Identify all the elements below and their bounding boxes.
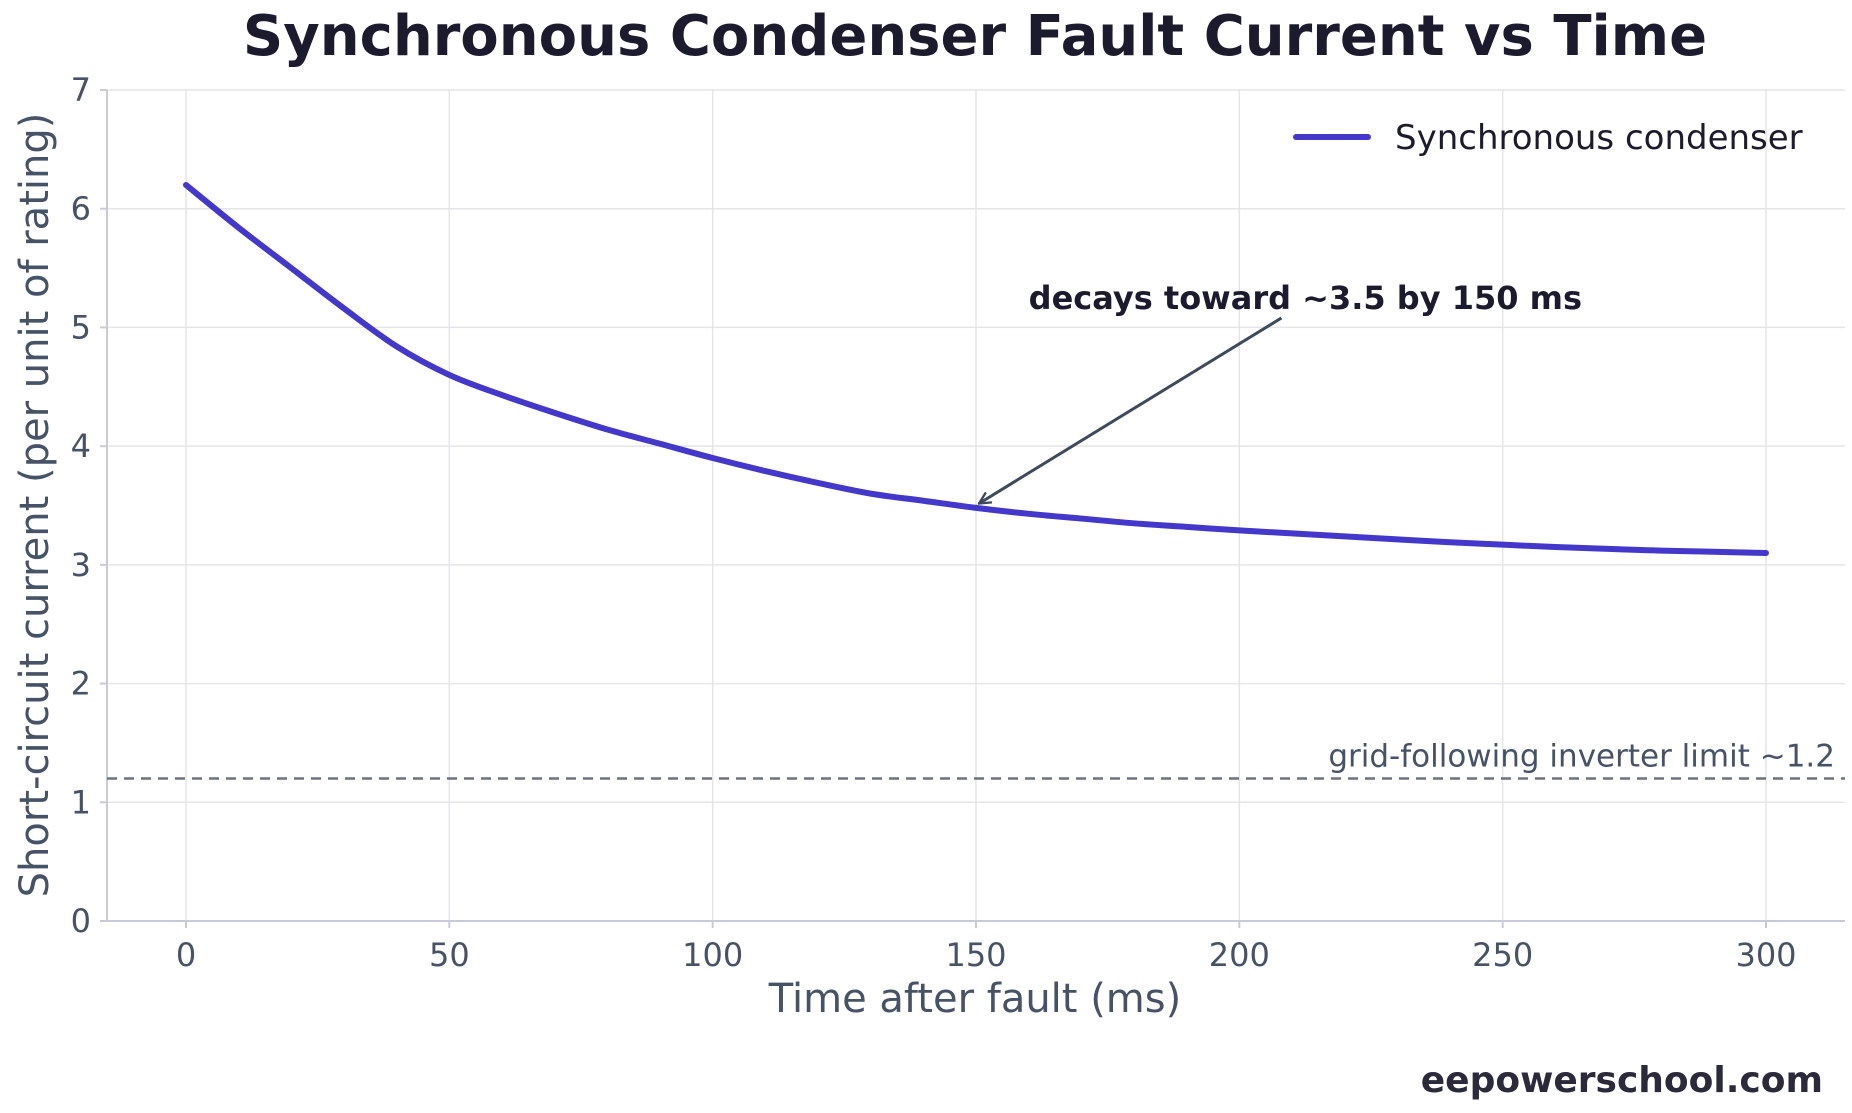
y-axis-label: Short-circuit current (per unit of ratin… xyxy=(12,113,58,898)
annotation-arrow xyxy=(979,316,1283,504)
x-tick-label: 250 xyxy=(1472,936,1533,974)
x-tick-label: 100 xyxy=(682,936,743,974)
y-tick-label: 6 xyxy=(71,190,91,228)
x-axis-label: Time after fault (ms) xyxy=(768,976,1181,1022)
y-tick-label: 2 xyxy=(71,665,91,703)
grid xyxy=(107,89,1845,922)
y-tick-label: 5 xyxy=(71,308,91,346)
legend-label: Synchronous condenser xyxy=(1395,118,1803,158)
x-tick-label: 200 xyxy=(1209,936,1270,974)
y-ticks: 0 1 2 3 4 5 6 7 xyxy=(71,71,107,940)
series-line-synchronous-condenser xyxy=(183,181,1769,556)
reference-line-label: grid-following inverter limit ~1.2 xyxy=(1328,739,1835,775)
chart-title: Synchronous Condenser Fault Current vs T… xyxy=(243,4,1707,69)
y-tick-label: 4 xyxy=(71,427,91,465)
y-tick-label: 7 xyxy=(71,71,91,109)
x-tick-label: 150 xyxy=(945,936,1006,974)
x-tick-label: 50 xyxy=(429,936,470,974)
x-ticks: 0 50 100 150 200 250 300 xyxy=(176,921,1797,974)
x-tick-label: 300 xyxy=(1735,936,1796,974)
y-tick-label: 3 xyxy=(71,546,91,584)
y-tick-label: 0 xyxy=(71,902,91,940)
y-tick-label: 1 xyxy=(71,783,91,821)
watermark: eepowerschool.com xyxy=(1421,1060,1823,1101)
x-tick-label: 0 xyxy=(176,936,196,974)
legend: Synchronous condenser xyxy=(1293,118,1803,158)
annotation-text: decays toward ~3.5 by 150 ms xyxy=(1029,279,1582,317)
